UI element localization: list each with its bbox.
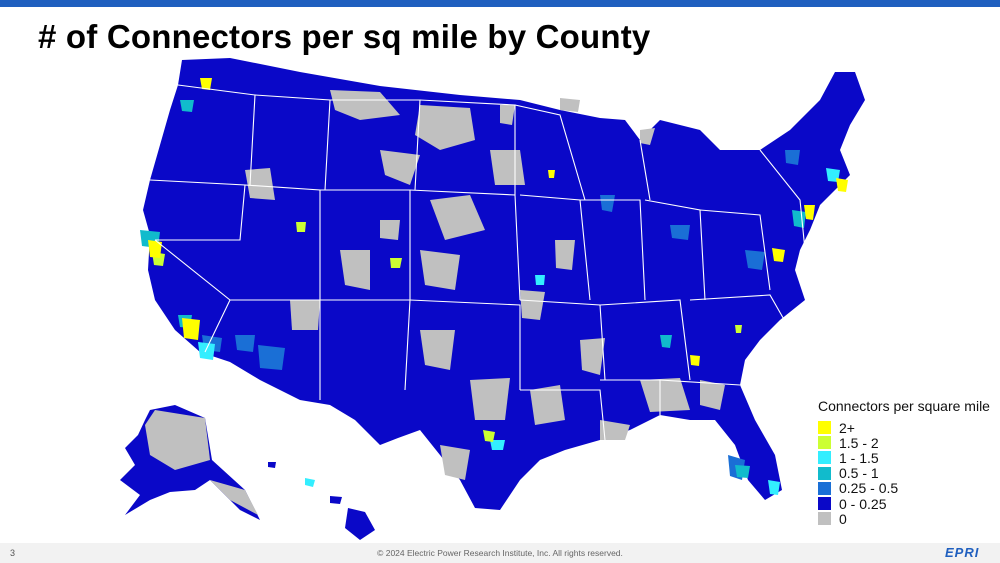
legend-item: 0.5 - 1	[818, 465, 1000, 482]
legend-swatch	[818, 512, 831, 526]
legend-label: 0.5 - 1	[839, 465, 879, 482]
legend-label: 1 - 1.5	[839, 449, 879, 466]
legend-label: 0.25 - 0.5	[839, 480, 899, 497]
hawaii-big-island	[345, 508, 375, 540]
state-borders	[149, 84, 806, 441]
svg-text:EPRI: EPRI	[945, 545, 979, 559]
legend-label: 0 - 0.25	[839, 495, 887, 512]
very-high-density-patches	[152, 222, 742, 442]
zero-county-patches	[145, 90, 725, 515]
legend-label: 1.5 - 2	[839, 434, 879, 451]
slide-footer	[0, 543, 1000, 563]
legend-item: 0	[818, 510, 1000, 527]
page-number: 3	[10, 548, 16, 558]
legend-label: 0	[839, 510, 847, 527]
legend-swatch	[818, 436, 831, 450]
legend-swatch	[818, 451, 831, 465]
slide-title: # of Connectors per sq mile by County	[38, 18, 651, 55]
highest-density-patches	[148, 78, 848, 366]
legend-title: Connectors per square mile	[818, 398, 990, 414]
hawaii-maui	[330, 496, 342, 504]
legend-swatch	[818, 497, 831, 511]
legend-item: 0.25 - 0.5	[818, 480, 1000, 497]
legend-item: 1 - 1.5	[818, 449, 1000, 466]
legend-item: 0 - 0.25	[818, 495, 1000, 512]
map-legend: Connectors per square mile 2+ 1.5 - 2 1 …	[818, 398, 1000, 527]
copyright-notice: © 2024 Electric Power Research Institute…	[377, 548, 623, 558]
legend-swatch	[818, 466, 831, 480]
hawaii-oahu	[305, 478, 315, 487]
top-accent-bar	[0, 0, 1000, 7]
legend-swatch	[818, 481, 831, 495]
hawaii-kauai	[268, 462, 276, 468]
legend-swatch	[818, 421, 831, 435]
legend-label: 2+	[839, 419, 855, 436]
legend-item: 1.5 - 2	[818, 434, 1000, 451]
legend-item: 2+	[818, 419, 1000, 436]
epri-logo: EPRI	[945, 545, 979, 559]
